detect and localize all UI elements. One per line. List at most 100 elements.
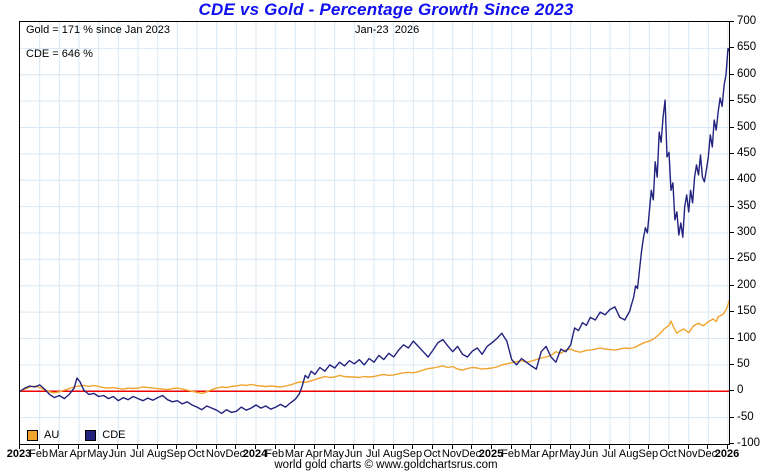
- x-axis-label: Nov: [677, 448, 698, 460]
- x-axis-label: Mar: [520, 448, 540, 460]
- x-axis-tick: [569, 445, 571, 449]
- series-line-cde: [20, 47, 729, 415]
- footer-credit: world gold charts © www.goldchartsrus.co…: [274, 459, 498, 471]
- x-axis-tick: [451, 445, 453, 449]
- x-axis-tick: [97, 445, 99, 449]
- x-axis-tick: [609, 445, 610, 449]
- x-axis-tick: [668, 445, 669, 449]
- chart-title: CDE vs Gold - Percentage Growth Since 20…: [198, 0, 574, 19]
- y-axis-tick: [729, 21, 734, 22]
- y-axis-label: 250: [737, 252, 757, 265]
- x-axis-tick: [648, 445, 650, 449]
- y-axis-label: 700: [737, 15, 757, 27]
- x-axis-label: Oct: [659, 448, 677, 460]
- x-axis-label: Dec: [461, 448, 482, 460]
- y-axis-label: -100: [737, 437, 761, 449]
- x-axis-tick: [78, 445, 79, 449]
- y-axis-label: 0: [737, 384, 744, 397]
- series-line-au: [20, 300, 729, 395]
- y-axis-tick: [729, 337, 734, 339]
- x-axis-tick: [687, 445, 689, 449]
- x-axis-label: Feb: [265, 448, 285, 460]
- x-axis-label: Jun: [108, 448, 127, 460]
- x-axis-tick: [707, 445, 709, 449]
- x-axis-tick: [156, 445, 158, 449]
- y-axis-tick: [729, 443, 734, 444]
- y-axis-label: 150: [737, 305, 757, 318]
- x-axis-tick: [314, 445, 315, 449]
- x-axis-tick: [176, 445, 178, 449]
- x-axis-label: Jun: [580, 448, 599, 460]
- y-axis-label: 400: [737, 173, 757, 186]
- y-axis-label: 50: [737, 357, 750, 370]
- x-axis-label: Nov: [441, 448, 462, 460]
- x-axis-tick: [510, 445, 512, 449]
- legend-item-cde: CDE: [85, 429, 126, 441]
- plot-area: Gold = 171 % since Jan 2023 CDE = 646 % …: [19, 21, 730, 445]
- y-axis-tick: [729, 179, 734, 181]
- x-axis-label: 2025: [478, 448, 504, 460]
- x-axis-label: Aug: [618, 448, 639, 460]
- y-axis-label: 500: [737, 120, 757, 133]
- legend-label-au: AU: [44, 429, 60, 441]
- x-axis-label: Apr: [69, 448, 87, 460]
- x-axis-label: Sep: [638, 448, 659, 460]
- x-axis-label: Feb: [29, 448, 49, 460]
- x-axis-label: Mar: [284, 448, 304, 460]
- x-axis-label: 2023: [6, 448, 32, 460]
- legend-item-au: AU: [27, 429, 59, 441]
- x-axis-label: Mar: [48, 448, 68, 460]
- x-axis-tick: [215, 445, 217, 449]
- x-axis-tick: [274, 445, 276, 449]
- x-axis-label: Oct: [187, 448, 205, 460]
- legend-label-cde: CDE: [102, 429, 126, 441]
- y-axis-tick: [729, 152, 734, 154]
- x-axis-tick: [491, 445, 492, 449]
- y-axis-label: 450: [737, 146, 757, 159]
- legend-swatch-au-icon: [27, 429, 38, 441]
- y-axis-tick: [729, 363, 734, 365]
- legend-swatch-cde-icon: [85, 429, 97, 441]
- x-axis-tick: [19, 445, 20, 449]
- x-axis-label: May: [87, 448, 109, 460]
- y-axis-tick: [729, 416, 734, 418]
- date-range-annotation: Jan-23 2026: [355, 24, 420, 36]
- x-axis-tick: [550, 445, 551, 449]
- x-axis-label: Apr: [305, 448, 323, 460]
- x-axis-label: 2026: [714, 448, 740, 460]
- x-axis-tick: [530, 445, 532, 449]
- x-axis-label: May: [559, 448, 581, 460]
- x-axis-tick: [137, 445, 138, 449]
- x-axis-tick: [294, 445, 296, 449]
- x-axis-tick: [235, 445, 237, 449]
- chart-svg: [20, 22, 729, 444]
- x-axis-label: Aug: [382, 448, 403, 460]
- x-axis-tick: [353, 445, 355, 449]
- x-axis-label: Jul: [365, 448, 381, 460]
- x-axis-label: Aug: [146, 448, 167, 460]
- y-axis-tick: [729, 390, 734, 392]
- cde-value-annotation: CDE = 646 %: [26, 48, 93, 60]
- y-axis-label: 300: [737, 226, 757, 238]
- x-axis-label: 2024: [242, 448, 268, 460]
- x-axis-tick: [628, 445, 630, 449]
- x-axis-label: Oct: [423, 448, 441, 460]
- y-axis-tick: [729, 126, 734, 128]
- y-axis-label: 650: [737, 41, 757, 54]
- y-axis-tick: [729, 258, 734, 260]
- y-axis-tick: [729, 311, 734, 313]
- x-axis-tick: [392, 445, 394, 449]
- y-axis-tick: [729, 47, 734, 49]
- x-axis-label: Sep: [402, 448, 423, 460]
- x-axis-tick: [38, 445, 40, 449]
- y-axis-tick: [729, 232, 734, 233]
- x-axis-tick: [412, 445, 414, 449]
- x-axis-label: Sep: [166, 448, 187, 460]
- x-axis-label: Nov: [205, 448, 226, 460]
- x-axis-tick: [373, 445, 374, 449]
- y-axis-label: 600: [737, 67, 757, 80]
- x-axis-tick: [471, 445, 473, 449]
- y-axis-tick: [729, 284, 734, 286]
- y-axis-label: 350: [737, 199, 757, 212]
